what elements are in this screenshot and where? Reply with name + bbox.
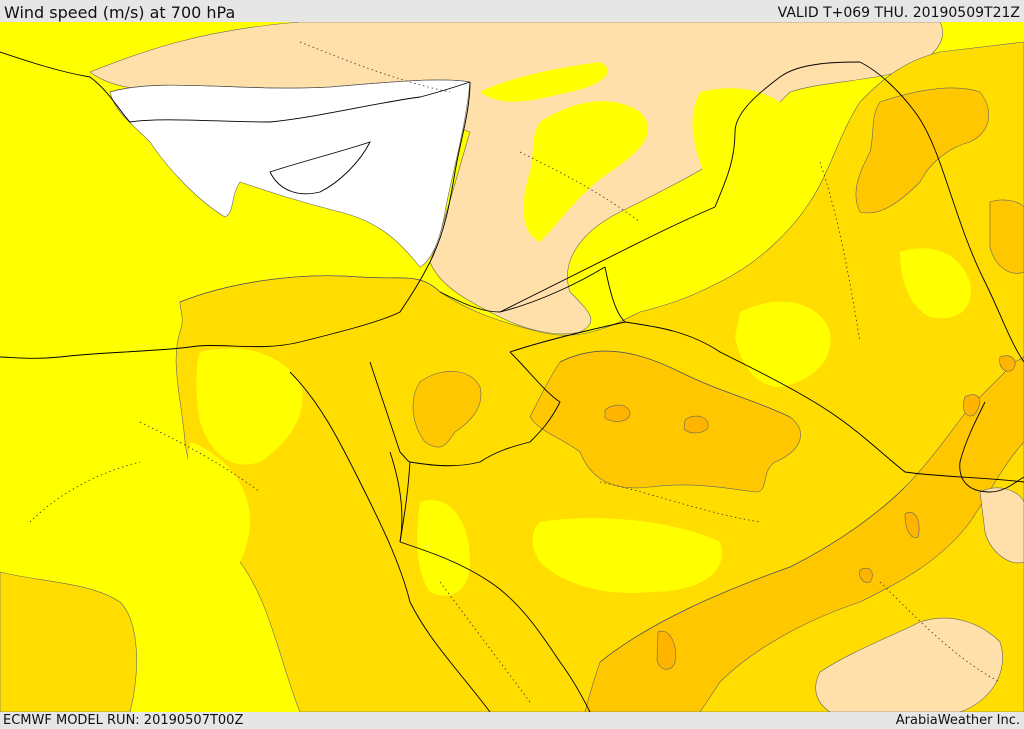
coastlines [0,51,1024,712]
map-title: Wind speed (m/s) at 700 hPa [4,3,236,22]
band-10-15-gulf [900,248,971,319]
wind-contours [109,79,906,663]
band-10-15-iraq [692,88,803,205]
band-25-30-core-5 [859,567,873,583]
band-10-15-anatolia [480,62,608,102]
band-20-25-jordan [412,371,482,448]
band-5-10-oman [815,617,1003,712]
band-10-15-saudi-center [532,518,722,593]
band-5-10-gulf-coast [979,487,1024,564]
band-10-15-syria [523,101,649,242]
model-run-label: ECMWF MODEL RUN: 20190507T00Z [3,713,244,728]
band-25-30-core-4 [904,512,920,538]
wind-speed-map [0,22,1024,712]
band-10-15-egypt-south [185,442,250,582]
band-10-15-sinai [196,348,303,465]
band-20-25-iran [855,87,989,214]
band-25-30-core-1 [604,404,631,422]
valid-time-label: VALID T+069 THU. 20190509T21Z [777,5,1020,21]
band-25-30-core-7 [999,355,1016,372]
band-25-30-core-3 [656,630,676,670]
footer-bar: ECMWF MODEL RUN: 20190507T00Z ArabiaWeat… [0,712,1024,729]
band-20-25-iran-east [989,199,1024,274]
internal-boundaries [29,41,1001,703]
map-svg [0,22,1024,712]
credit-label: ArabiaWeather Inc. [895,713,1020,728]
band-25-30-core-2 [683,415,709,434]
band-15-20-west [0,571,137,712]
header-bar: Wind speed (m/s) at 700 hPa VALID T+069 … [0,0,1024,22]
band-10-15-iraq-south [735,301,831,387]
band-10-15-saudi-west [417,500,470,596]
band-25-30-core-6 [963,394,980,417]
national-borders [369,61,1024,543]
